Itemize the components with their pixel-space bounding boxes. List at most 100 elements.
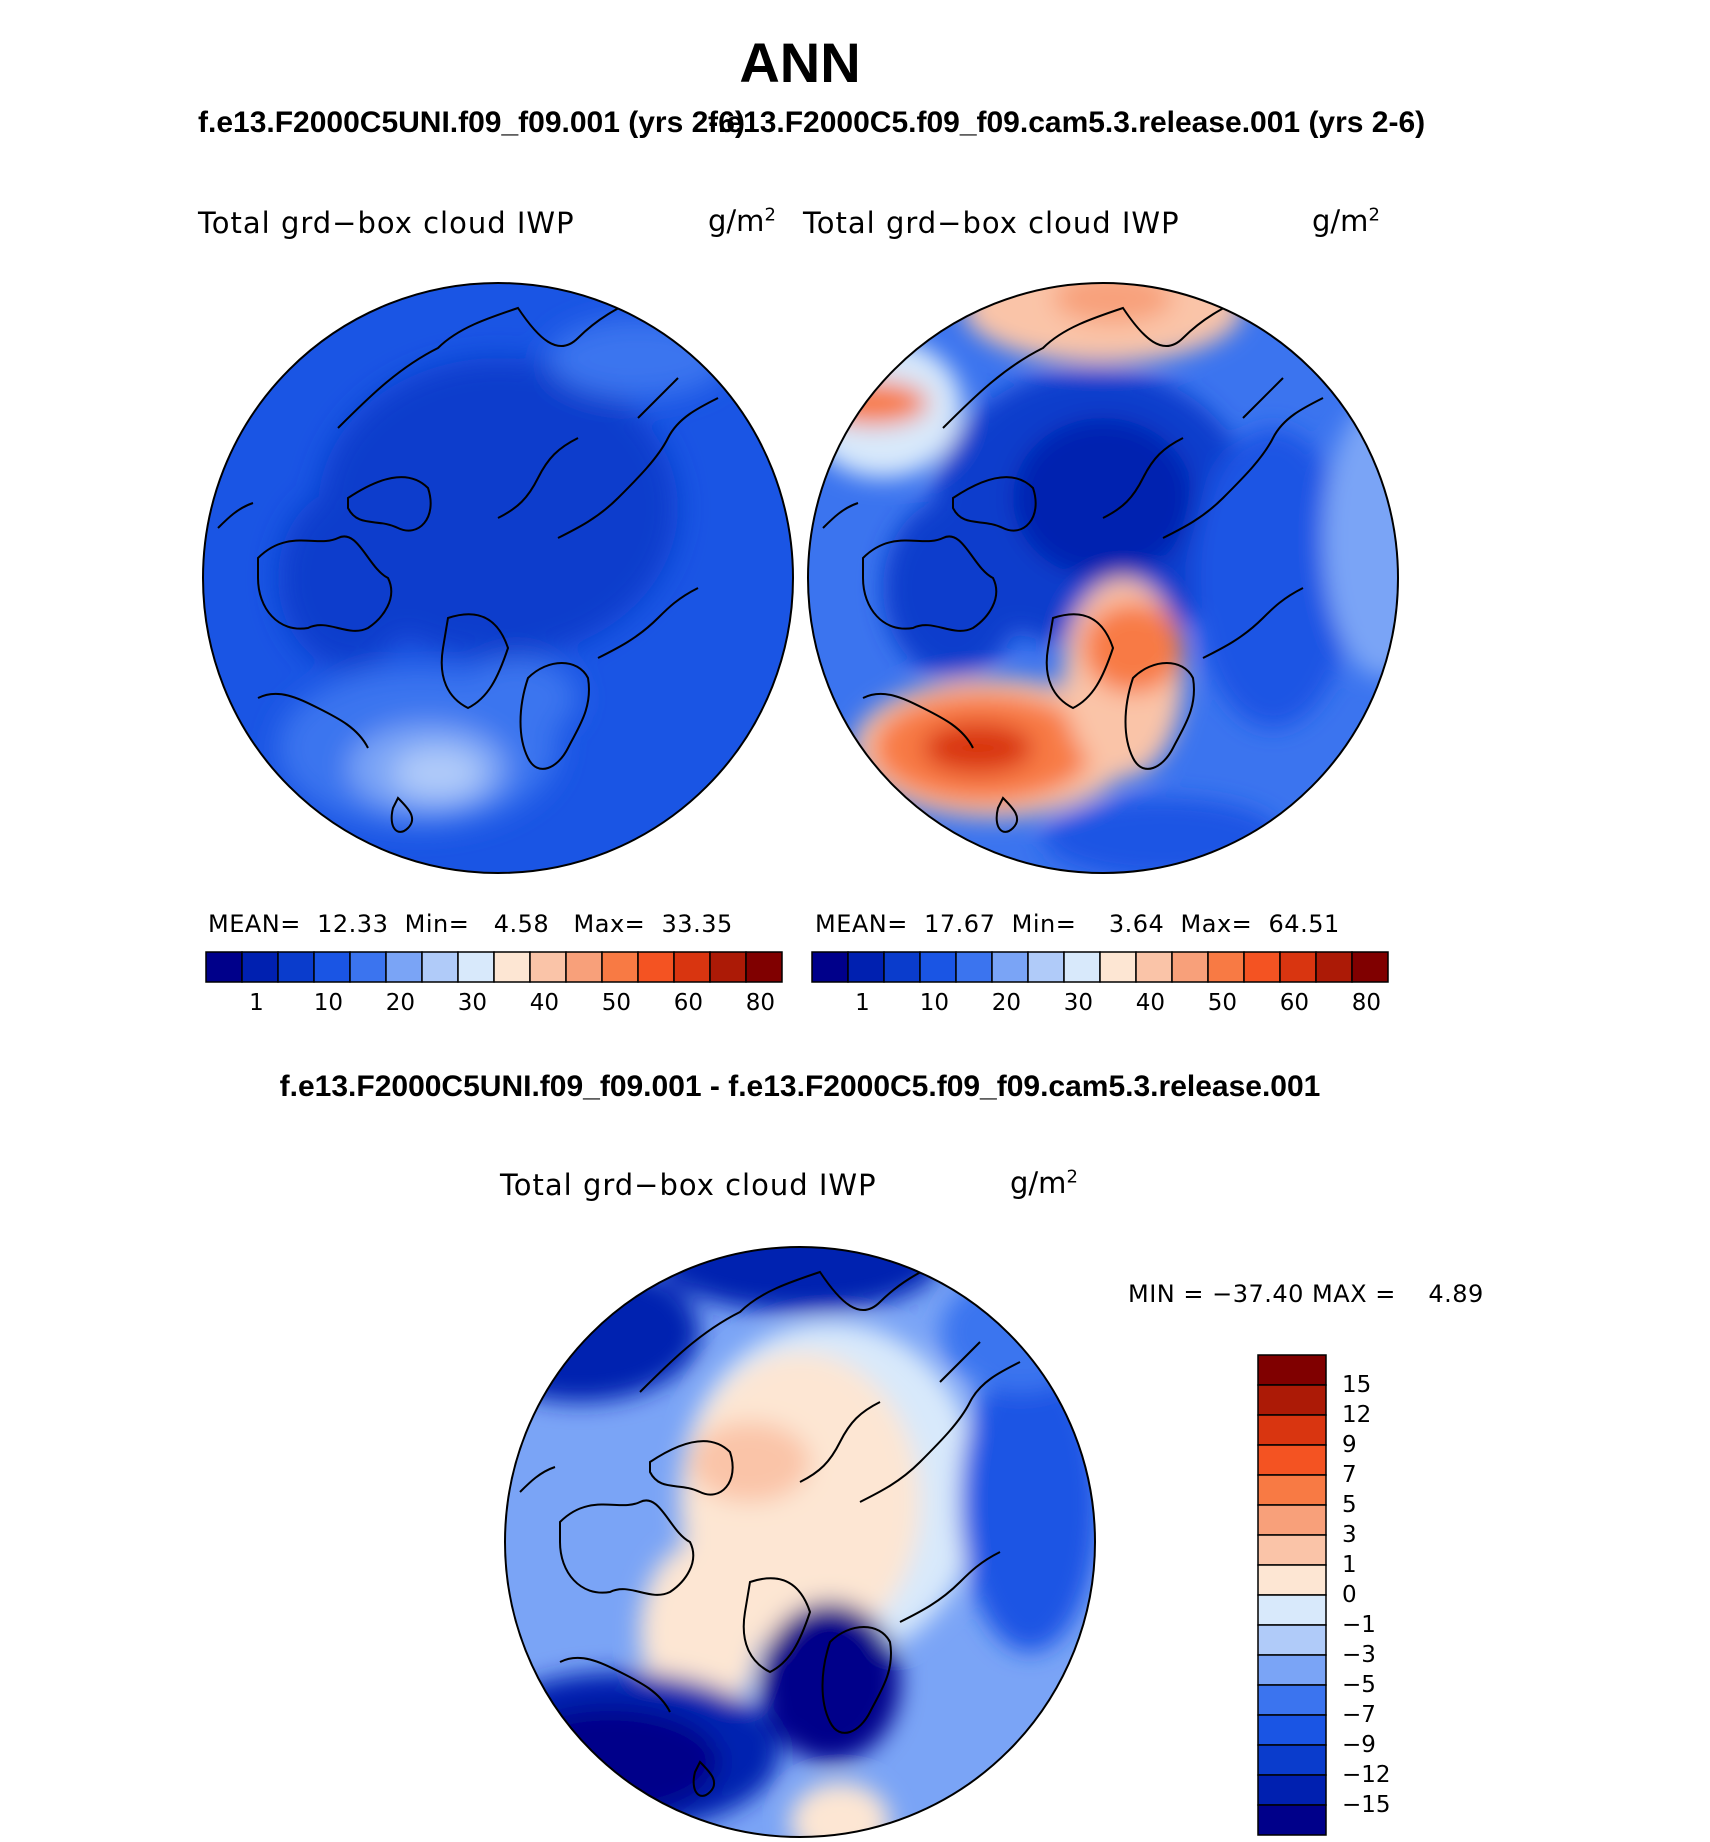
panel2-colorbar-box xyxy=(847,951,885,983)
panel3-colorbar-tick-label: −1 xyxy=(1342,1612,1376,1638)
panel2-colorbar-tick-label: 20 xyxy=(991,990,1022,1016)
panel1-colorbar-tick-label: 80 xyxy=(745,990,776,1016)
panel1-colorbar-tick-label: 10 xyxy=(313,990,344,1016)
panel1-colorbar-box xyxy=(457,951,495,983)
panel2-colorbar-box xyxy=(1027,951,1065,983)
panel3-colorbar-box xyxy=(1257,1714,1327,1746)
panel1-map xyxy=(202,282,794,874)
panel3-map-border xyxy=(504,1246,1096,1838)
panel3-colorbar-tick-label: −3 xyxy=(1342,1642,1376,1668)
panel3-colorbar-box xyxy=(1257,1804,1327,1836)
panel3-colorbar-box xyxy=(1257,1684,1327,1716)
panel2-colorbar-box xyxy=(883,951,921,983)
panel2-colorbar-box xyxy=(991,951,1029,983)
panel3-colorbar-tick-label: 3 xyxy=(1342,1522,1357,1548)
panel1-colorbar-box xyxy=(637,951,675,983)
panel2-colorbar xyxy=(811,951,1389,983)
panel3-colorbar-box xyxy=(1257,1414,1327,1446)
panel1-colorbar-tick-label: 60 xyxy=(673,990,704,1016)
panel3-siberia-negative xyxy=(960,1352,1095,1652)
panel3-norway-strongest xyxy=(760,1602,900,1762)
panel3-colorbar-tick-label: 12 xyxy=(1342,1402,1372,1428)
panel1-colorbar-tick-label: 1 xyxy=(249,990,264,1016)
panel1-colorbar xyxy=(205,951,783,983)
panel2-colorbar-box xyxy=(919,951,957,983)
panel1-colorbar-box xyxy=(313,951,351,983)
panel3-colorbar-tick-label: 5 xyxy=(1342,1492,1357,1518)
case2-title: f.e13.F2000C5.f09_f09.cam5.3.release.001… xyxy=(708,106,1426,139)
panel3-colorbar-box xyxy=(1257,1774,1327,1806)
panel1-colorbar-box xyxy=(709,951,747,983)
panel1-colorbar-tick-label: 50 xyxy=(601,990,632,1016)
panel2-colorbar-tick-label: 60 xyxy=(1279,990,1310,1016)
panel2-colorbar-box xyxy=(811,951,849,983)
panel1-pacific-mid xyxy=(548,318,728,398)
panel3-colorbar-tick-label: 9 xyxy=(1342,1432,1357,1458)
panel1-colorbar-box xyxy=(385,951,423,983)
panel1-colorbar-ticks: 1 10 20 30 40 50 60 80 xyxy=(206,990,782,1020)
panel2-colorbar-tick-label: 1 xyxy=(855,990,870,1016)
panel2-colorbar-box xyxy=(1243,951,1281,983)
panel3-north-negative xyxy=(660,1247,940,1312)
panel2-colorbar-box xyxy=(1207,951,1245,983)
difference-title: f.e13.F2000C5UNI.f09_f09.001 - f.e13.F20… xyxy=(279,1070,1321,1103)
panel1-colorbar-box xyxy=(277,951,315,983)
season-title: ANN xyxy=(739,31,861,94)
panel2-map xyxy=(807,282,1399,874)
panel3-variable-label: Total grd−box cloud IWP xyxy=(500,1168,877,1202)
panel3-colorbar-box xyxy=(1257,1624,1327,1656)
panel2-colorbar-tick-label: 10 xyxy=(919,990,950,1016)
panel2-colorbar-tick-label: 40 xyxy=(1135,990,1166,1016)
case1-title: f.e13.F2000C5UNI.f09_f09.001 (yrs 2-6) xyxy=(198,106,745,139)
panel2-east-mid xyxy=(1323,398,1398,678)
panel3-pacific-negative xyxy=(505,1262,700,1402)
panel2-pacific-peak xyxy=(818,381,928,425)
panel3-colorbar-box xyxy=(1257,1384,1327,1416)
panel2-arctic-lowest xyxy=(1013,418,1193,578)
panel1-colorbar-box xyxy=(421,951,459,983)
panel1-canada-low xyxy=(278,488,418,668)
panel1-coastlines xyxy=(217,297,719,833)
panel3-units: g/m2 xyxy=(1010,1166,1078,1200)
panel2-colorbar-box xyxy=(1135,951,1173,983)
panel1-colorbar-box xyxy=(493,951,531,983)
panel3-colorbar-box xyxy=(1257,1564,1327,1596)
panel2-colorbar-box xyxy=(1099,951,1137,983)
panel3-colorbar-tick-label: 1 xyxy=(1342,1552,1357,1578)
panel1-variable-label: Total grd−box cloud IWP xyxy=(198,206,575,240)
panel1-colorbar-box xyxy=(205,951,243,983)
panel2-colorbar-box xyxy=(1279,951,1317,983)
panel3-colorbar-tick-label: −12 xyxy=(1342,1762,1391,1788)
panel1-norway-mid xyxy=(458,658,578,738)
panel1-colorbar-box xyxy=(673,951,711,983)
panel2-colorbar-box xyxy=(1351,951,1389,983)
panel1-atlantic-peak xyxy=(393,748,483,798)
panel2-atlantic-peak xyxy=(923,723,1033,773)
panel1-units: g/m2 xyxy=(708,204,776,238)
panel2-colorbar-tick-label: 80 xyxy=(1351,990,1382,1016)
panel2-stats: MEAN= 17.67 Min= 3.64 Max= 64.51 xyxy=(815,910,1340,938)
panel1-colorbar-box xyxy=(349,951,387,983)
panel3-colorbar xyxy=(1257,1354,1327,1836)
panel1-colorbar-tick-label: 40 xyxy=(529,990,560,1016)
panel1-stats: MEAN= 12.33 Min= 4.58 Max= 33.35 xyxy=(208,910,733,938)
panel2-map-border xyxy=(807,282,1399,874)
panel3-colorbar-box xyxy=(1257,1654,1327,1686)
panel3-colorbar-box xyxy=(1257,1474,1327,1506)
panel3-colorbar-box xyxy=(1257,1534,1327,1566)
panel3-colorbar-box xyxy=(1257,1354,1327,1386)
panel3-colorbar-tick-label: −7 xyxy=(1342,1702,1376,1728)
panel2-norway-peak xyxy=(1083,603,1183,693)
panel2-coastlines xyxy=(822,297,1324,833)
panel3-colorbar-box xyxy=(1257,1504,1327,1536)
panel2-colorbar-ticks: 1 10 20 30 40 50 60 80 xyxy=(812,990,1388,1020)
panel3-colorbar-box xyxy=(1257,1744,1327,1776)
panel1-colorbar-box xyxy=(241,951,279,983)
panel3-colorbar-tick-label: 7 xyxy=(1342,1462,1357,1488)
panel3-east-negative xyxy=(940,1272,1095,1392)
panel3-coastlines xyxy=(519,1261,1021,1797)
panel2-canada-low xyxy=(883,498,1023,678)
panel3-colorbar-tick-label: 15 xyxy=(1342,1372,1372,1398)
panel2-colorbar-box xyxy=(1063,951,1101,983)
panel3-map xyxy=(504,1246,1096,1838)
